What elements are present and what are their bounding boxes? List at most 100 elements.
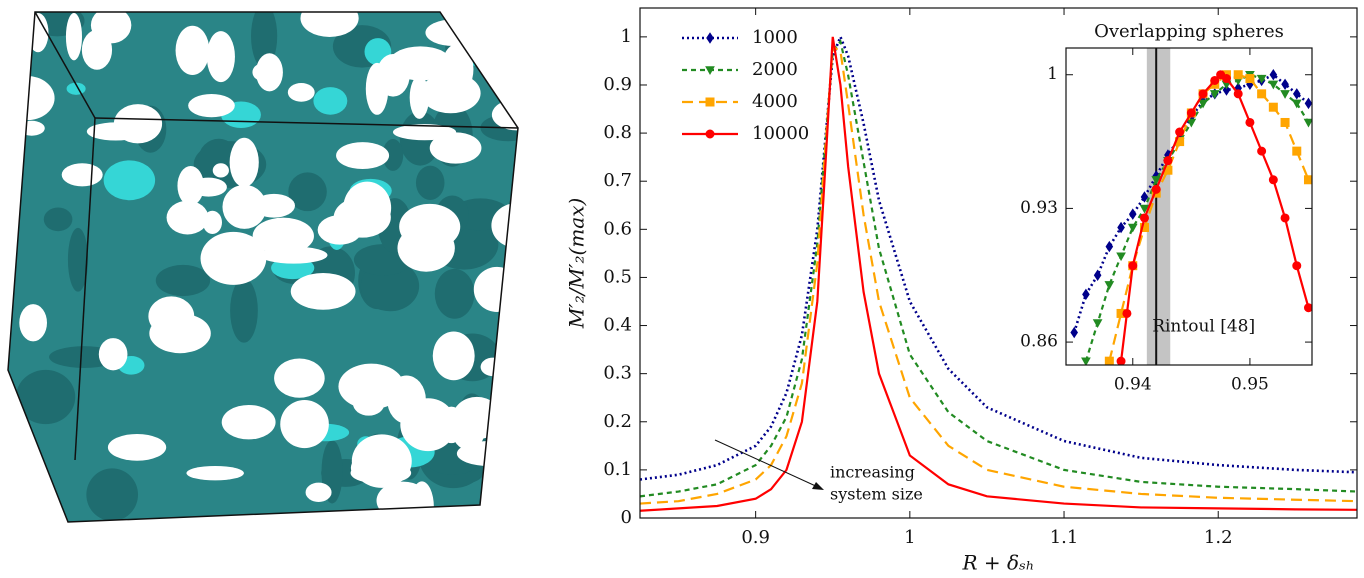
marker (1092, 319, 1103, 329)
marker (1105, 240, 1114, 253)
cavity (198, 138, 239, 180)
marker (1303, 303, 1312, 313)
highlight (103, 160, 156, 201)
void (212, 163, 229, 178)
void (397, 224, 455, 272)
void (317, 215, 362, 245)
marker (1292, 88, 1301, 100)
void (107, 433, 167, 461)
void (19, 304, 47, 342)
y-tick-label: 0.5 (603, 266, 632, 287)
series-line (640, 33, 1357, 481)
marker (1070, 326, 1079, 339)
void (98, 338, 128, 371)
marker (1081, 357, 1091, 365)
y-tick-label: 0.6 (603, 218, 632, 239)
cavity (415, 165, 445, 200)
legend-label: 2000 (752, 59, 798, 80)
void (352, 391, 385, 416)
legend-label: 10000 (752, 123, 809, 144)
void (186, 465, 244, 481)
y-tick-label: 1 (1047, 64, 1058, 84)
marker (1268, 175, 1278, 185)
marker (1280, 90, 1290, 99)
marker (1268, 80, 1279, 90)
x-axis-label: R + δₛₕ (962, 551, 1035, 575)
cavity (230, 278, 258, 343)
marker (1245, 117, 1255, 127)
void (252, 63, 272, 81)
void (200, 231, 267, 285)
cube-edges (7, 11, 519, 523)
void (429, 132, 482, 164)
marker (1139, 204, 1150, 214)
marker (1186, 118, 1197, 128)
marker (1198, 89, 1208, 99)
cavity (155, 264, 211, 297)
plot-frame (639, 7, 1358, 519)
marker (1163, 156, 1173, 166)
marker (705, 97, 715, 107)
marker (1139, 213, 1149, 223)
y-tick-label: 0.8 (603, 122, 632, 143)
series-group (640, 33, 1357, 512)
y-tick-label: 0.93 (1020, 198, 1058, 218)
plot-background (1066, 48, 1312, 365)
x-tick-label: 0.94 (1114, 375, 1152, 395)
y-tick-label: 0.4 (603, 315, 632, 336)
y-tick-label: 0.7 (603, 170, 632, 191)
void (188, 94, 235, 118)
void (432, 331, 475, 381)
void (280, 400, 329, 449)
arrow-head (812, 482, 824, 490)
cavity (8, 456, 39, 487)
cavity (86, 468, 139, 521)
void (274, 358, 325, 398)
highlight (313, 87, 348, 115)
void (300, 12, 359, 37)
marker (1233, 70, 1243, 80)
y-tick-label: 0 (621, 507, 632, 528)
void (221, 404, 276, 440)
marker (1127, 223, 1138, 233)
x-tick-label: 1.1 (1050, 527, 1079, 548)
series-line (640, 44, 1357, 505)
x-tick-label: 0.95 (1231, 375, 1269, 395)
marker (1304, 97, 1312, 110)
marker (1209, 90, 1220, 99)
marker (1128, 261, 1138, 271)
marker (705, 66, 715, 76)
marker (1221, 74, 1231, 84)
marker (1104, 281, 1115, 290)
y-tick-label: 0.1 (603, 459, 632, 480)
series-line (640, 36, 1357, 512)
reference-band (1146, 48, 1171, 365)
marker (1303, 118, 1312, 128)
marker (705, 129, 715, 139)
annotation-arrow (714, 439, 821, 489)
y-tick-label: 0.2 (603, 411, 632, 432)
void (486, 26, 507, 52)
void (400, 398, 456, 452)
y-tick-label: 1 (621, 26, 632, 47)
cavity (251, 12, 278, 69)
marker (1139, 223, 1149, 233)
void (290, 272, 356, 310)
marker (1122, 308, 1132, 318)
pore-pattern (8, 12, 518, 522)
void (365, 62, 389, 115)
marker (1292, 261, 1302, 271)
y-tick-label: 0.86 (1020, 332, 1058, 352)
marker (1151, 184, 1161, 194)
void (8, 69, 30, 85)
void (491, 203, 518, 249)
x-tick-label: 1 (904, 527, 915, 548)
reference-label: Rintoul [48] (1152, 317, 1255, 337)
marker (1116, 252, 1126, 262)
chart: 0.86 0.93 1 0.94 0.95 Overlapping spheres Rint… (1020, 21, 1313, 395)
y-tick-label: 0.9 (603, 74, 632, 95)
void (420, 72, 481, 114)
void (252, 193, 295, 218)
rendered-structure (7, 11, 519, 523)
